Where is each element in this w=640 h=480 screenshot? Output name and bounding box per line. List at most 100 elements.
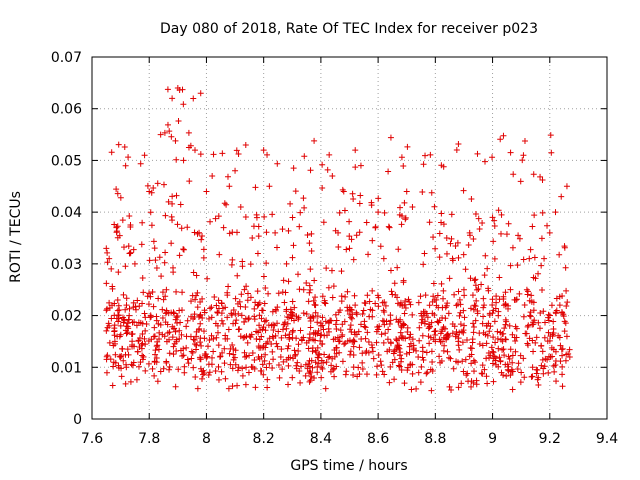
data-point [308,373,315,380]
data-point [187,333,194,340]
data-point [318,374,325,381]
data-point [381,299,388,306]
data-point [353,309,360,316]
data-point [395,362,402,369]
data-point [289,328,296,335]
data-point [283,308,290,315]
data-point [545,317,552,324]
data-point [179,307,186,314]
data-point [386,224,393,231]
data-point [453,328,460,335]
data-point [389,291,396,298]
data-point [241,286,248,293]
data-point [250,223,257,230]
data-point [473,286,480,293]
data-point [389,359,396,366]
data-point [328,362,335,369]
data-point [196,325,203,332]
data-point [470,235,477,242]
data-point [256,336,263,343]
data-point [402,305,409,312]
data-point [117,194,124,201]
data-point [359,350,366,357]
x-tick-label: 8.2 [253,431,275,447]
x-tick-label: 8.6 [367,431,389,447]
data-point [122,306,129,313]
data-point [127,223,134,230]
data-point [426,219,433,226]
data-point [320,359,327,366]
data-point [124,329,131,336]
data-point [552,361,559,368]
data-point [172,328,179,335]
data-point [325,354,332,361]
data-point [118,373,125,380]
data-point [330,336,337,343]
data-point [106,299,113,306]
data-point [338,293,345,300]
data-point [172,383,179,390]
data-point [398,355,405,362]
data-point [309,364,316,371]
data-point [127,250,134,257]
data-point [346,218,353,225]
data-point [319,293,326,300]
data-point [294,359,301,366]
data-point [461,322,468,329]
data-point [316,350,323,357]
data-point [198,342,205,349]
data-point [520,152,527,159]
data-point [374,363,381,370]
data-point [177,319,184,326]
data-point [546,229,553,236]
data-point [460,307,467,314]
data-point [347,322,354,329]
data-point [226,230,233,237]
data-point [321,299,328,306]
data-point [150,303,157,310]
data-point [489,348,496,355]
data-point [152,347,159,354]
data-point [514,262,521,269]
data-point [352,302,359,309]
data-point [244,339,251,346]
data-point [136,303,143,310]
data-point [491,318,498,325]
data-point [251,305,258,312]
data-point [155,346,162,353]
data-point [262,327,269,334]
data-point [387,312,394,319]
data-point [544,222,551,229]
data-point [400,162,407,169]
data-point [272,229,279,236]
data-point [251,313,258,320]
data-point [476,341,483,348]
data-point [472,359,479,366]
data-point [230,346,237,353]
data-point [512,337,519,344]
data-point [303,339,310,346]
data-point [170,269,177,276]
data-point [111,300,118,307]
data-point [208,332,215,339]
data-point [333,363,340,370]
data-point [333,317,340,324]
data-point [470,357,477,364]
data-point [278,346,285,353]
data-point [319,365,326,372]
data-point [233,147,240,154]
data-point [275,362,282,369]
data-point [545,329,552,336]
data-point [370,355,377,362]
data-point [215,363,222,370]
data-point [527,246,534,253]
data-point [521,138,528,145]
data-point [449,321,456,328]
data-point [397,204,404,211]
data-point [372,300,379,307]
data-point [436,254,443,261]
data-point [509,386,516,393]
data-point [364,292,371,299]
data-point [285,342,292,349]
data-point [364,329,371,336]
